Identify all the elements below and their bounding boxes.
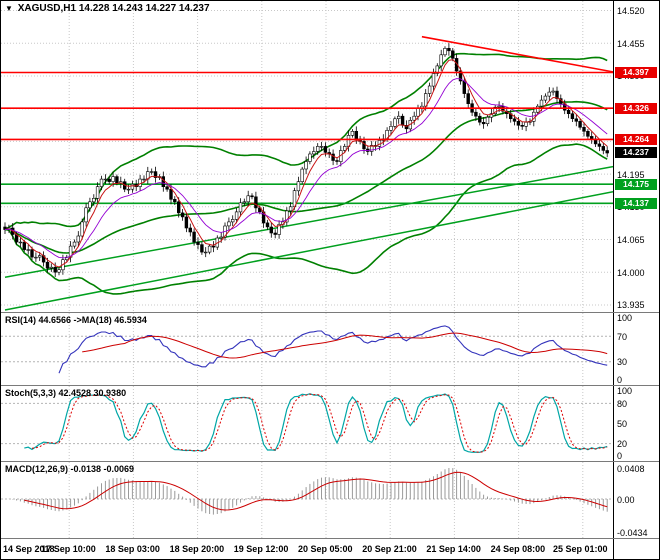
time-label: 20 Sep 21:00 bbox=[362, 544, 417, 554]
time-axis[interactable]: 14 Sep 2018 17 Sep 10:00 18 Sep 03:00 18 Se… bbox=[1, 538, 659, 559]
macd-axis: 0.0408 0.00 -0.0434 bbox=[613, 462, 659, 538]
price-badge-resistance: 14.264 bbox=[615, 133, 657, 145]
macd-tick: -0.0434 bbox=[617, 527, 648, 538]
rsi-chart[interactable] bbox=[1, 313, 613, 385]
stochastic-panel: Stoch(5,3,3) 42.4528 30.9380 100 80 50 20 0 bbox=[1, 385, 659, 461]
rsi-tick: 100 bbox=[617, 313, 633, 323]
chart-title: ▼ XAGUSD,H1 14.228 14.243 14.227 14.237 bbox=[5, 3, 210, 14]
main-chart[interactable] bbox=[1, 1, 613, 312]
time-label: 19 Sep 12:00 bbox=[233, 544, 289, 554]
price-badge-current: 14.237 bbox=[615, 147, 657, 159]
stochastic-axis: 100 80 50 20 0 bbox=[613, 386, 659, 461]
macd-tick: 0.0408 bbox=[617, 463, 645, 474]
price-tick: 14.520 bbox=[617, 6, 645, 17]
stoch-tick: 50 bbox=[617, 419, 628, 429]
price-axis[interactable]: 14.52014.45514.39014.32514.26014.19514.1… bbox=[613, 1, 659, 312]
price-tick: 13.935 bbox=[617, 300, 645, 311]
rsi-axis: 100 70 30 0 bbox=[613, 313, 659, 385]
chart-ohlc: 14.228 14.243 14.227 14.237 bbox=[78, 3, 210, 14]
price-tick: 14.000 bbox=[617, 267, 645, 278]
symbol-marker-icon: ▼ bbox=[5, 4, 13, 13]
rsi-tick: 70 bbox=[617, 331, 628, 342]
time-label: 18 Sep 20:00 bbox=[169, 544, 225, 554]
price-badge-support: 14.137 bbox=[615, 197, 657, 209]
price-badge-support: 14.175 bbox=[615, 178, 657, 190]
rsi-tick: 0 bbox=[617, 375, 623, 385]
time-label: 18 Sep 03:00 bbox=[105, 544, 160, 554]
price-tick: 14.195 bbox=[617, 169, 645, 180]
time-label: 24 Sep 08:00 bbox=[490, 544, 546, 554]
rsi-tick: 30 bbox=[617, 357, 628, 368]
price-badge-resistance: 14.326 bbox=[615, 102, 657, 114]
stochastic-label: Stoch(5,3,3) 42.4528 30.9380 bbox=[5, 388, 127, 398]
stoch-tick: 20 bbox=[617, 439, 628, 450]
time-label: 17 Sep 10:00 bbox=[41, 544, 96, 554]
time-label: 21 Sep 14:00 bbox=[426, 544, 481, 554]
time-label: 20 Sep 05:00 bbox=[298, 544, 353, 554]
stochastic-chart[interactable] bbox=[1, 386, 613, 461]
macd-tick: 0.00 bbox=[617, 494, 635, 505]
chart-symbol: XAGUSD,H1 bbox=[17, 3, 77, 14]
main-chart-panel: ▼ XAGUSD,H1 14.228 14.243 14.227 14.237 … bbox=[1, 1, 659, 312]
price-tick: 14.455 bbox=[617, 38, 645, 49]
stoch-tick: 80 bbox=[617, 398, 628, 409]
stoch-tick: 0 bbox=[617, 451, 623, 461]
rsi-label: RSI(14) 44.6566 ->MA(18) 46.5934 bbox=[5, 315, 147, 325]
macd-label: MACD(12,26,9) -0.0138 -0.0069 bbox=[5, 464, 135, 474]
macd-panel: MACD(12,26,9) -0.0138 -0.0069 0.0408 0.00… bbox=[1, 461, 659, 538]
time-label: 14 Sep 2018 bbox=[3, 544, 55, 554]
price-badge-resistance: 14.397 bbox=[615, 66, 657, 78]
macd-chart[interactable] bbox=[1, 462, 613, 538]
time-label: 25 Sep 01:00 bbox=[553, 544, 608, 554]
price-tick: 14.065 bbox=[617, 235, 645, 246]
rsi-panel: RSI(14) 44.6566 ->MA(18) 46.5934 100 70 30… bbox=[1, 312, 659, 385]
stoch-tick: 100 bbox=[617, 386, 633, 396]
time-axis-corner bbox=[613, 539, 659, 559]
